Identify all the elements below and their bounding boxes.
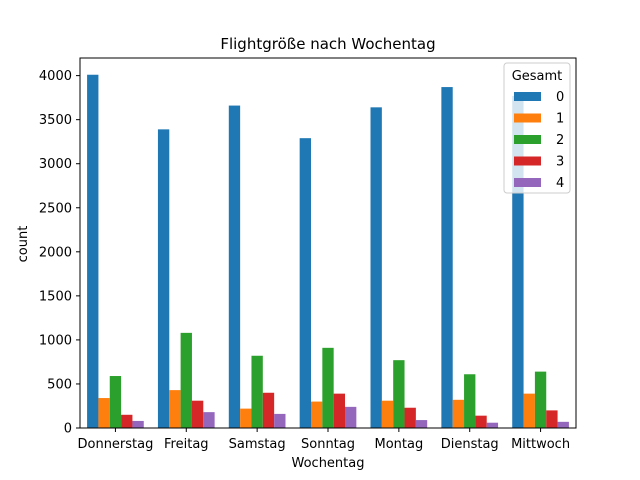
bar-Sonntag-0 — [299, 138, 311, 429]
y-tick-label: 0 — [64, 422, 72, 437]
axes-group: 0 500 1000 1500 2000 2500 3000 3500 4000 Donnerst… — [39, 57, 577, 452]
bar-Montag-4 — [415, 420, 428, 428]
bar-Donnerstag-3 — [121, 414, 133, 428]
legend-swatch-0 — [514, 92, 541, 101]
y-axis-label: count — [16, 226, 31, 263]
x-tick-label: Sonntag — [301, 437, 355, 452]
x-tick-label: Dienstag — [441, 437, 499, 452]
y-tick-label: 3000 — [39, 157, 72, 172]
x-tick-label: Donnerstag — [77, 437, 153, 452]
bar-Dienstag-0 — [441, 87, 453, 428]
bar-Mittwoch-3 — [546, 410, 558, 428]
bar-Donnerstag-4 — [132, 420, 144, 428]
bar-Donnerstag-2 — [109, 376, 122, 428]
bar-Sonntag-2 — [322, 347, 334, 428]
y-tick-label: 2000 — [39, 245, 72, 260]
bars-group — [87, 74, 569, 429]
y-tick-label: 500 — [47, 377, 72, 392]
bar-Dienstag-3 — [475, 415, 487, 428]
bar-Montag-2 — [393, 360, 405, 428]
bar-Dienstag-1 — [452, 399, 465, 428]
y-tick-label: 3500 — [39, 113, 72, 128]
legend-label-0: 0 — [556, 90, 564, 105]
bar-Mittwoch-4 — [557, 421, 569, 428]
x-tick-label: Samstag — [229, 437, 286, 452]
bar-Dienstag-4 — [486, 422, 499, 428]
chart-title: Flightgröße nach Wochentag — [220, 35, 435, 53]
bar-Samstag-3 — [262, 392, 275, 428]
legend: Gesamt 0 1 2 3 4 — [503, 62, 571, 194]
y-tick-label: 1000 — [39, 333, 72, 348]
legend-swatch-3 — [514, 156, 541, 166]
bar-Freitag-1 — [169, 390, 181, 428]
x-tick-label: Mittwoch — [511, 437, 570, 452]
y-tick-label: 4000 — [39, 69, 72, 84]
legend-swatch-1 — [514, 113, 541, 123]
legend-swatch-2 — [514, 135, 541, 144]
y-tick-label: 2500 — [39, 201, 72, 216]
x-tick-label: Freitag — [164, 437, 209, 452]
x-axis-label: Wochentag — [292, 456, 365, 471]
bar-Freitag-0 — [157, 129, 170, 429]
bar-Sonntag-4 — [345, 406, 357, 428]
legend-label-3: 3 — [556, 155, 564, 170]
bar-Freitag-4 — [203, 412, 215, 428]
bar-Sonntag-3 — [333, 393, 346, 428]
bar-Montag-3 — [404, 407, 416, 428]
bar-Samstag-2 — [251, 355, 263, 428]
y-tick-label: 1500 — [39, 289, 72, 304]
legend-label-2: 2 — [556, 133, 564, 148]
bar-Samstag-0 — [228, 105, 241, 428]
bar-Samstag-1 — [240, 408, 252, 428]
bar-Dienstag-2 — [464, 374, 476, 428]
x-tick-label: Montag — [374, 437, 423, 452]
bar-Mittwoch-2 — [534, 371, 547, 428]
legend-swatch-4 — [514, 178, 541, 187]
bar-Samstag-4 — [274, 413, 286, 428]
bar-Mittwoch-1 — [523, 393, 535, 428]
legend-label-4: 4 — [556, 176, 564, 191]
bar-Montag-0 — [370, 107, 382, 428]
bar-Sonntag-1 — [310, 401, 323, 428]
bar-Donnerstag-0 — [87, 74, 99, 429]
legend-label-1: 1 — [556, 112, 564, 127]
bar-Mittwoch-0 — [512, 95, 524, 428]
bar-Freitag-3 — [191, 400, 204, 428]
bar-Freitag-2 — [180, 332, 192, 428]
legend-title: Gesamt — [512, 69, 563, 84]
bar-Montag-1 — [381, 400, 394, 428]
bar-Donnerstag-1 — [98, 398, 110, 428]
